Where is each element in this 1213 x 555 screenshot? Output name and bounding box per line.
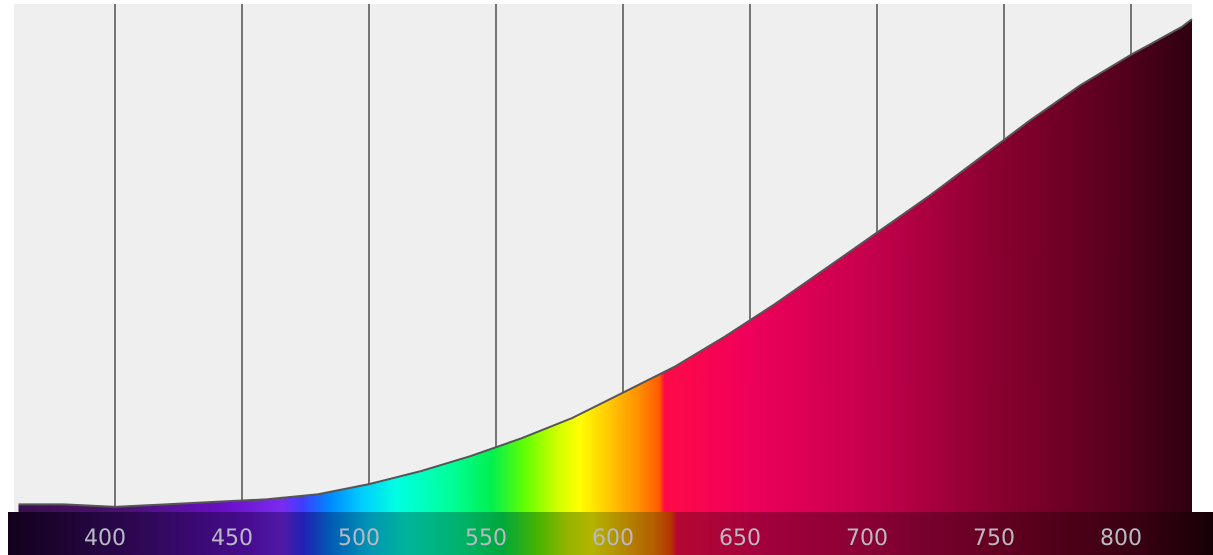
x-tick-label: 650 (719, 526, 761, 551)
x-axis-tick-labels: 400 450 500 550 600 650 700 750 800 (84, 526, 1142, 551)
spectrum-curve (18, 18, 1193, 508)
wavelength-axis-band (8, 512, 1213, 555)
x-tick-label: 450 (211, 526, 253, 551)
x-tick-label: 400 (84, 526, 126, 551)
x-tick-label: 700 (846, 526, 888, 551)
x-tick-label: 500 (338, 526, 380, 551)
spectrum-area (18, 19, 1192, 512)
x-tick-label: 600 (592, 526, 634, 551)
x-tick-label: 800 (1100, 526, 1142, 551)
x-tick-label: 550 (465, 526, 507, 551)
x-tick-label: 750 (973, 526, 1015, 551)
axis-band-shade (8, 512, 1213, 555)
